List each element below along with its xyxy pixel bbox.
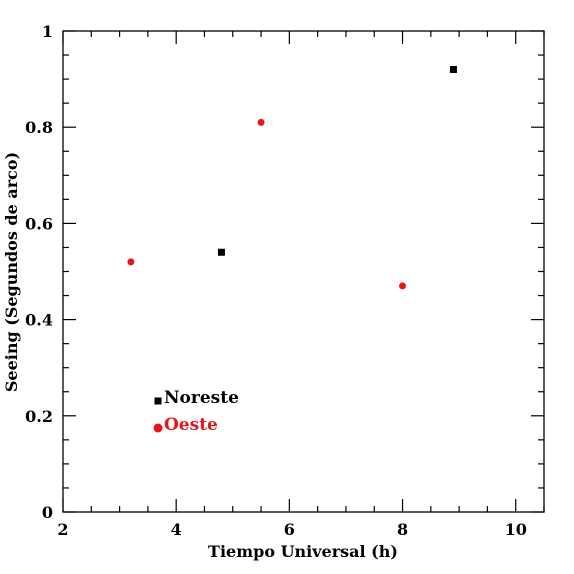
y-axis-label: Seeing (Segundos de arco)	[2, 152, 21, 392]
y-tick-label: 0.4	[25, 311, 53, 330]
legend: Noreste Oeste	[153, 388, 239, 435]
legend-oeste-marker	[153, 423, 163, 433]
legend-noreste-marker	[154, 397, 162, 405]
y-tick-label: 0.2	[25, 407, 53, 426]
x-tick-label: 6	[284, 520, 295, 539]
x-tick-label: 4	[171, 520, 182, 539]
data-points	[127, 65, 457, 290]
legend-label: Oeste	[164, 415, 218, 435]
x-tick-label: 2	[57, 520, 68, 539]
tick-labels: 2 4 6 8 10 0 0.2 0.4 0.6 0.8 1	[25, 22, 527, 539]
x-tick-label: 10	[505, 520, 527, 539]
y-tick-label: 0	[42, 503, 53, 522]
x-axis-label: Tiempo Universal (h)	[208, 542, 398, 561]
y-tick-label: 1	[42, 22, 53, 41]
axis-ticks	[62, 30, 545, 513]
y-tick-label: 0.8	[25, 118, 53, 137]
noreste-point	[217, 248, 225, 256]
plot-frame	[62, 30, 545, 513]
legend-label: Noreste	[164, 388, 239, 408]
oeste-point	[399, 282, 407, 290]
oeste-point	[127, 258, 135, 266]
y-tick-label: 0.6	[25, 214, 53, 233]
oeste-point	[257, 118, 265, 126]
x-tick-label: 8	[397, 520, 408, 539]
noreste-point	[449, 65, 457, 73]
